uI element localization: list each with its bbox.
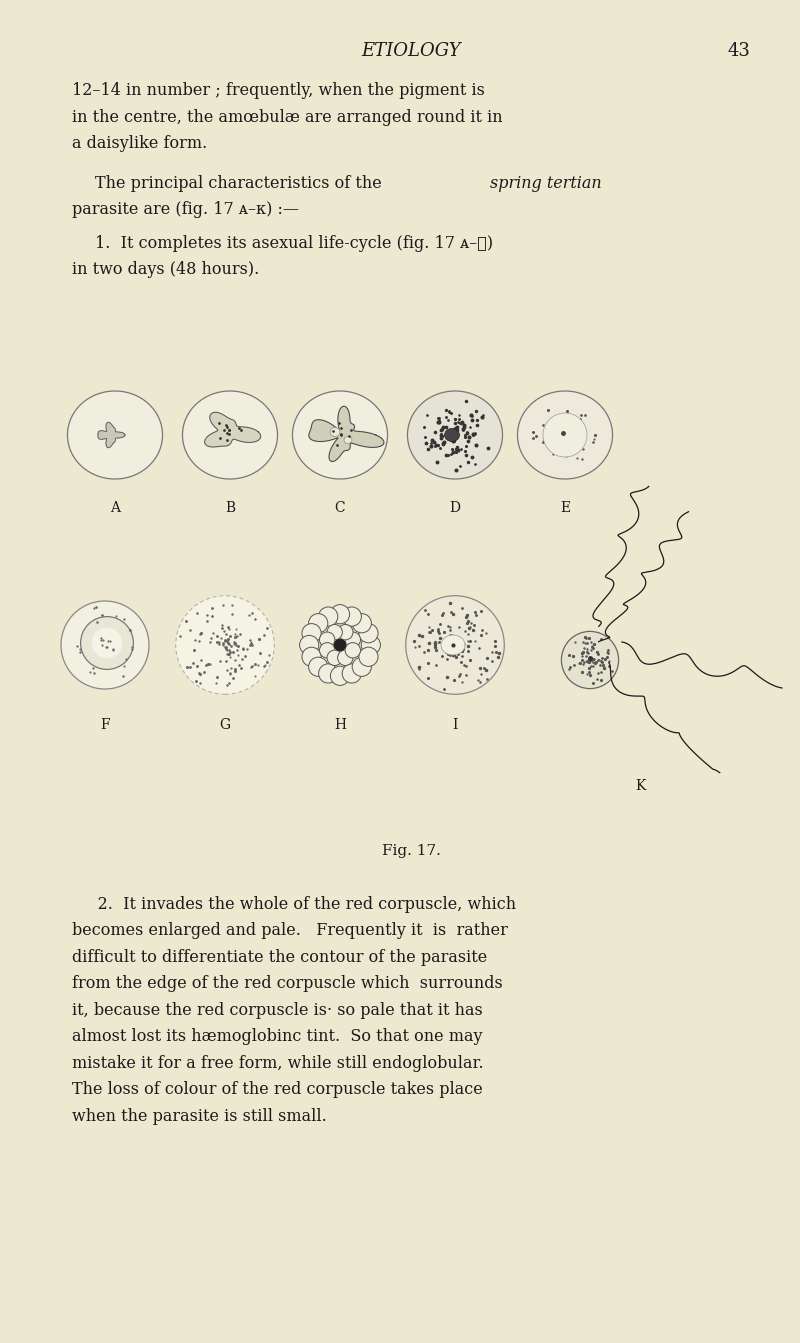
Circle shape [345,642,361,658]
Circle shape [302,623,321,643]
Polygon shape [309,406,384,462]
Text: The loss of colour of the red corpuscle takes place: The loss of colour of the red corpuscle … [72,1081,482,1099]
Text: in two days (48 hours).: in two days (48 hours). [72,261,259,278]
Circle shape [338,650,353,666]
Text: in the centre, the amœbulæ are arranged round it in: in the centre, the amœbulæ are arranged … [72,109,502,125]
Text: mistake it for a free form, while still endoglobular.: mistake it for a free form, while still … [72,1054,484,1072]
Text: E: E [560,501,570,514]
Circle shape [318,663,338,684]
Text: almost lost its hæmoglobinc tint.  So that one may: almost lost its hæmoglobinc tint. So tha… [72,1029,482,1045]
Circle shape [342,663,362,684]
Circle shape [319,633,335,647]
Text: ETIOLOGY: ETIOLOGY [361,42,461,60]
Text: 2.  It invades the whole of the red corpuscle, which: 2. It invades the whole of the red corpu… [72,896,516,913]
Text: 12–14 in number ; frequently, when the pigment is: 12–14 in number ; frequently, when the p… [72,82,485,99]
Circle shape [318,607,338,626]
Text: F: F [100,717,110,732]
Text: when the parasite is still small.: when the parasite is still small. [72,1108,326,1124]
Ellipse shape [67,391,162,479]
Polygon shape [205,412,261,447]
Ellipse shape [344,436,352,443]
Ellipse shape [176,596,274,694]
Circle shape [330,666,350,685]
Ellipse shape [543,414,587,457]
Circle shape [338,624,353,639]
Text: I: I [452,717,458,732]
Text: becomes enlarged and pale.   Frequently it  is  rather: becomes enlarged and pale. Frequently it… [72,923,508,939]
Circle shape [361,635,381,654]
Text: Fig. 17.: Fig. 17. [382,843,441,858]
Circle shape [334,639,346,651]
Circle shape [359,647,378,666]
Circle shape [319,642,335,658]
Text: D: D [450,501,461,514]
Ellipse shape [91,627,122,658]
Text: 43: 43 [727,42,750,60]
Ellipse shape [407,391,502,479]
Ellipse shape [330,427,340,436]
Ellipse shape [518,391,613,479]
Ellipse shape [441,635,465,655]
Text: C: C [334,501,346,514]
Circle shape [352,614,371,633]
Text: A: A [110,501,120,514]
Circle shape [327,650,342,666]
Ellipse shape [61,602,149,689]
Text: parasite are (fig. 17 ᴀ–ᴋ) :—: parasite are (fig. 17 ᴀ–ᴋ) :— [72,201,299,218]
Text: from the edge of the red corpuscle which  surrounds: from the edge of the red corpuscle which… [72,975,502,992]
Circle shape [345,633,361,647]
Circle shape [327,624,342,639]
Text: The principal characteristics of the: The principal characteristics of the [95,175,387,192]
Circle shape [299,635,318,654]
Ellipse shape [293,391,387,479]
Circle shape [359,623,378,643]
Text: H: H [334,717,346,732]
Circle shape [352,657,371,677]
Circle shape [302,647,321,666]
Ellipse shape [81,616,134,669]
Circle shape [342,607,362,626]
Text: spring tertian: spring tertian [490,175,602,192]
Circle shape [309,614,328,633]
Ellipse shape [445,428,459,442]
Text: 1.  It completes its asexual life-cycle (fig. 17 ᴀ–၈): 1. It completes its asexual life-cycle (… [95,235,493,251]
Circle shape [309,657,328,677]
Text: K: K [635,779,645,792]
Text: it, because the red corpuscle is· so pale that it has: it, because the red corpuscle is· so pal… [72,1002,482,1018]
Text: difficult to differentiate the contour of the parasite: difficult to differentiate the contour o… [72,948,487,966]
Text: a daisylike form.: a daisylike form. [72,136,207,152]
Polygon shape [98,422,125,447]
Text: B: B [225,501,235,514]
Ellipse shape [182,391,278,479]
Text: G: G [219,717,230,732]
Circle shape [330,604,350,623]
Ellipse shape [406,596,504,694]
Circle shape [562,631,618,689]
